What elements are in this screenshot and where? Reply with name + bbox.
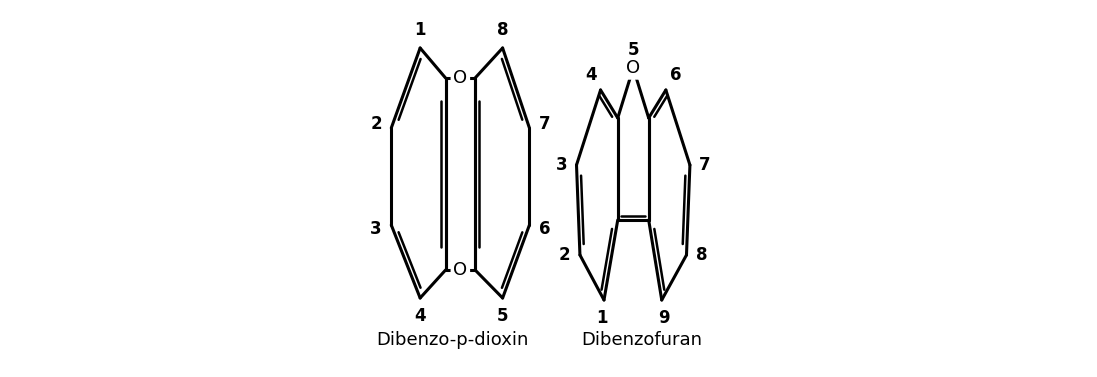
Text: 5: 5 [627, 41, 638, 58]
Text: 2: 2 [370, 115, 382, 133]
Text: 7: 7 [539, 115, 551, 133]
Text: O: O [453, 261, 467, 279]
Text: 3: 3 [370, 220, 382, 238]
Text: Dibenzo-p-dioxin: Dibenzo-p-dioxin [376, 331, 529, 349]
Text: 7: 7 [700, 156, 711, 174]
Text: 3: 3 [555, 156, 567, 174]
Text: 4: 4 [415, 307, 426, 325]
Text: O: O [453, 69, 467, 87]
Text: 5: 5 [497, 307, 508, 325]
Text: 4: 4 [585, 66, 597, 84]
Text: 9: 9 [658, 310, 669, 328]
Text: 1: 1 [597, 310, 608, 328]
Text: Dibenzofuran: Dibenzofuran [581, 331, 702, 349]
Text: 2: 2 [558, 246, 570, 264]
Text: 8: 8 [695, 246, 708, 264]
Text: O: O [626, 59, 641, 77]
Text: 8: 8 [497, 21, 508, 38]
Text: 1: 1 [415, 21, 426, 38]
Text: 6: 6 [669, 66, 681, 84]
Text: 6: 6 [539, 220, 551, 238]
